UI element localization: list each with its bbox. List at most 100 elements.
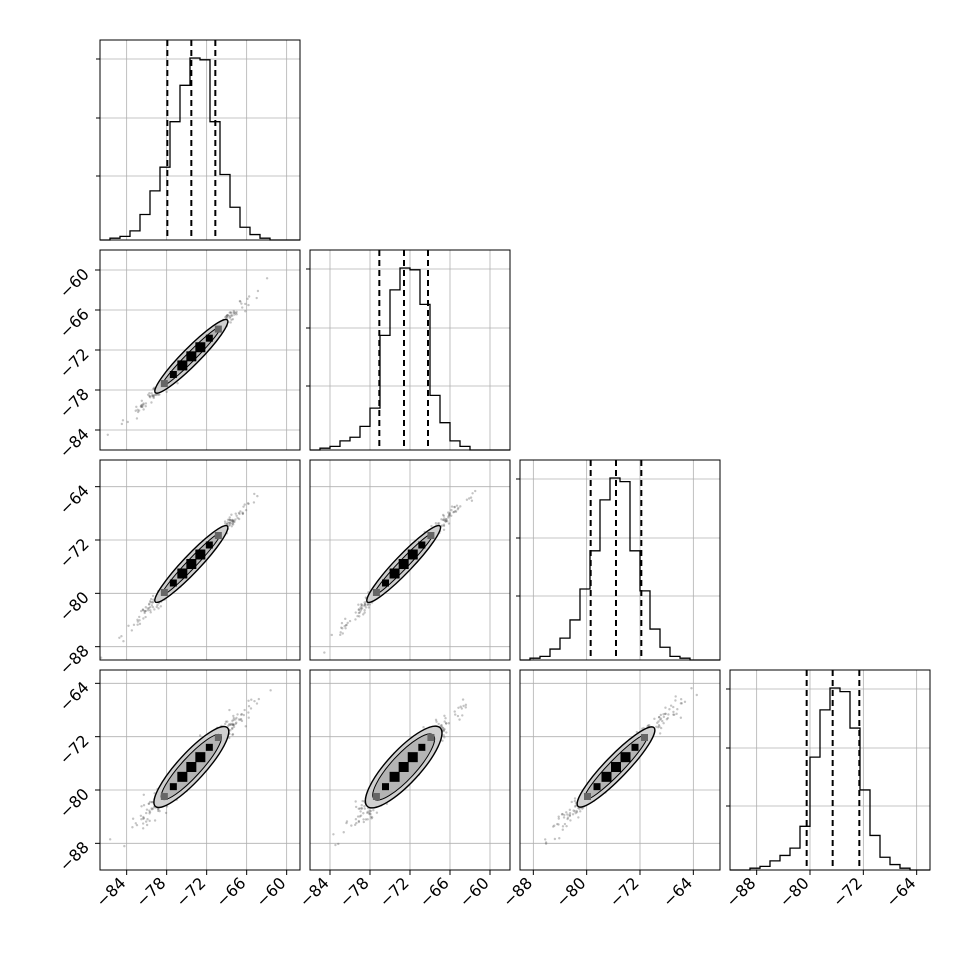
sample-point <box>442 729 446 733</box>
sample-point <box>226 314 229 317</box>
sample-point <box>228 316 232 320</box>
sample-point <box>241 306 244 309</box>
sample-point <box>440 524 444 527</box>
sample-point <box>140 818 143 821</box>
sample-point <box>226 313 229 317</box>
panel-frame <box>99 669 301 871</box>
sample-point <box>362 604 366 607</box>
sample-point <box>150 808 154 811</box>
sample-point <box>120 422 124 426</box>
sample-point <box>570 800 573 804</box>
sample-point <box>141 608 145 612</box>
panel-background <box>100 40 300 240</box>
sample-point <box>461 714 464 717</box>
sample-point <box>556 822 559 826</box>
sample-point <box>135 405 138 409</box>
sample-point <box>227 521 231 525</box>
density-cell <box>398 762 409 772</box>
sample-point <box>152 598 155 601</box>
sample-point <box>434 718 438 722</box>
histogram-steps <box>520 477 720 661</box>
sample-point <box>672 705 675 709</box>
sample-point <box>443 517 446 520</box>
sample-point <box>231 719 234 723</box>
sample-point <box>146 607 149 610</box>
sample-point <box>140 405 144 408</box>
sample-point <box>442 528 446 532</box>
density-cell <box>160 793 168 800</box>
sample-point <box>363 805 366 808</box>
sample-point <box>561 812 564 816</box>
density-cell <box>593 783 601 791</box>
sample-point <box>364 596 368 599</box>
panel-frame <box>99 459 301 661</box>
sample-point <box>148 600 152 603</box>
sample-point <box>231 519 235 523</box>
sample-point <box>344 627 347 630</box>
sample-point <box>240 302 243 305</box>
panel-frame <box>309 249 511 451</box>
sample-point <box>149 609 152 612</box>
sample-point <box>340 626 343 629</box>
sample-point <box>344 617 347 621</box>
density-cell <box>382 783 389 791</box>
sample-point <box>230 525 233 528</box>
sample-point <box>366 810 369 814</box>
sample-point <box>230 513 233 516</box>
sample-point <box>227 314 231 318</box>
sample-point <box>357 611 361 615</box>
sample-point <box>471 492 474 495</box>
sample-point <box>360 603 363 606</box>
sample-point <box>233 520 236 524</box>
density-cell <box>382 579 389 587</box>
sample-point <box>230 311 233 315</box>
sample-point <box>659 713 663 717</box>
sample-point <box>240 712 244 716</box>
sample-point <box>343 625 346 628</box>
sample-point <box>269 689 272 692</box>
sample-point <box>366 603 370 606</box>
sample-point <box>229 729 232 732</box>
density-cell <box>195 752 206 763</box>
sample-point <box>237 517 241 521</box>
sample-point <box>226 313 229 317</box>
sample-point <box>444 722 448 725</box>
density-cell <box>389 568 400 579</box>
density-cell <box>389 771 400 782</box>
sample-point <box>445 519 448 523</box>
sample-point <box>226 316 229 319</box>
sample-point <box>229 723 233 727</box>
density-cell <box>398 559 409 569</box>
sample-point <box>357 807 360 811</box>
sample-point <box>355 821 358 825</box>
sample-point <box>145 811 148 815</box>
sample-point <box>247 716 250 719</box>
y-tick-label: −80 <box>56 784 93 821</box>
sample-point <box>143 611 146 615</box>
sample-point <box>153 819 157 822</box>
sample-point <box>441 739 444 742</box>
sample-point <box>646 724 650 727</box>
sample-point <box>577 816 580 819</box>
sample-point <box>683 700 687 704</box>
sample-point <box>148 394 151 398</box>
sample-point <box>240 719 244 723</box>
sample-point <box>573 810 576 813</box>
sample-point <box>575 809 578 813</box>
sample-point <box>226 521 229 524</box>
sample-point <box>569 819 572 822</box>
sample-point <box>231 520 234 523</box>
sample-point <box>657 716 661 719</box>
sample-point <box>360 607 363 611</box>
sample-point <box>140 609 143 613</box>
sample-point <box>239 713 243 716</box>
sample-point <box>358 807 362 810</box>
sample-point <box>140 399 144 402</box>
sample-point <box>150 807 153 810</box>
sample-point <box>453 505 456 509</box>
sample-point <box>372 808 375 812</box>
sample-point <box>233 311 236 314</box>
sample-point <box>224 522 227 525</box>
density-cell <box>407 752 418 763</box>
x-tick-label: −80 <box>552 873 589 910</box>
